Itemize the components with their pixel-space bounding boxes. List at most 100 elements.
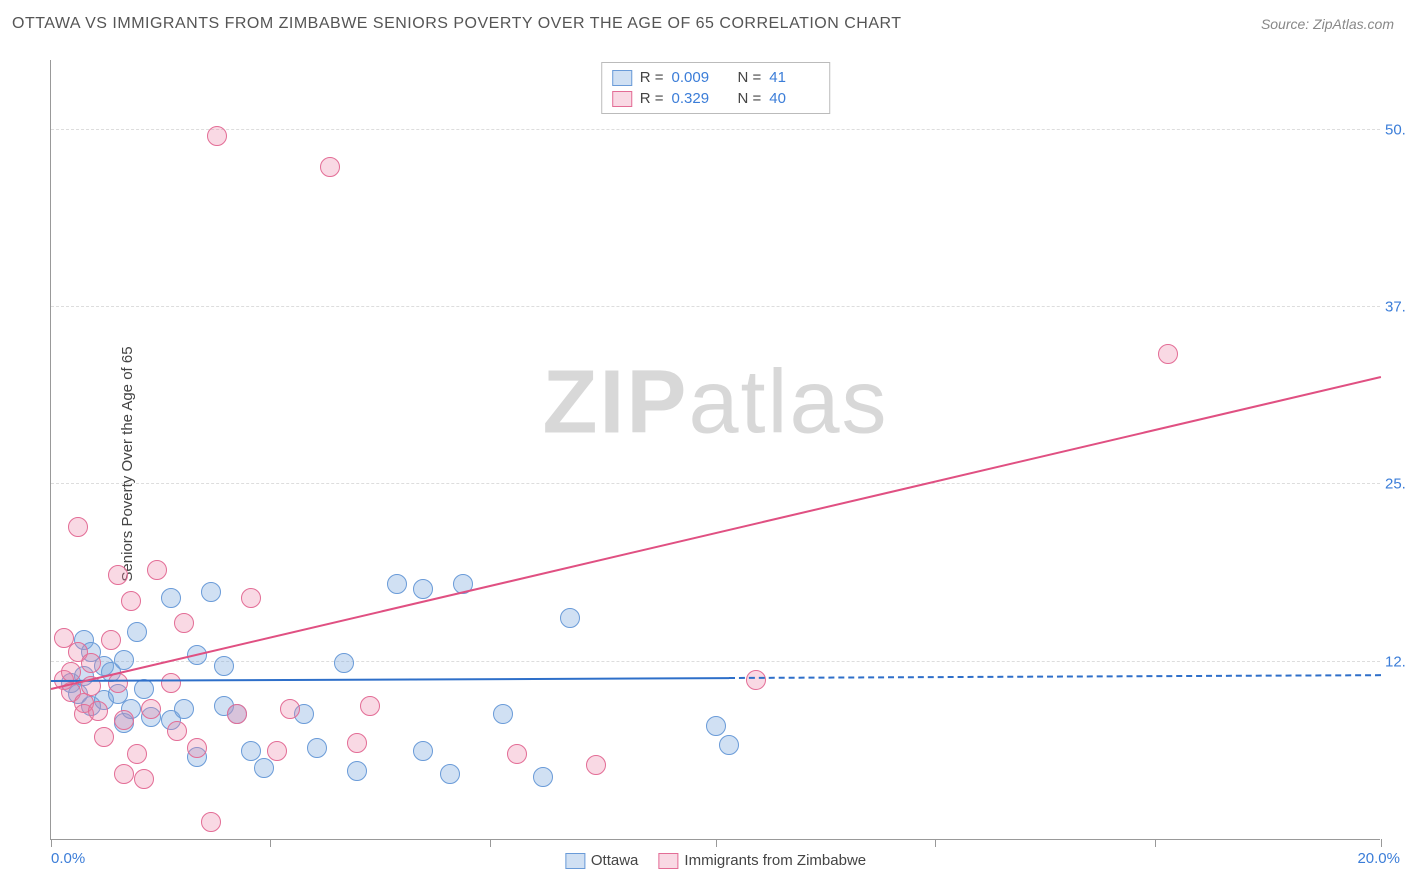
data-point: [187, 738, 207, 758]
x-tick-mark: [1381, 839, 1382, 847]
data-point: [507, 744, 527, 764]
data-point: [108, 565, 128, 585]
legend-swatch: [658, 853, 678, 869]
gridline-h: [51, 661, 1380, 662]
x-tick-mark: [490, 839, 491, 847]
correlation-legend: R = 0.009 N = 41 R = 0.329 N = 40: [601, 62, 831, 114]
data-point: [174, 613, 194, 633]
scatter-plot: ZIPatlas R =0.009N =41R =0.329N =40 Otta…: [50, 60, 1380, 840]
data-point: [413, 741, 433, 761]
legend-n-value: 41: [769, 69, 819, 86]
data-point: [706, 716, 726, 736]
data-point: [161, 673, 181, 693]
data-point: [134, 769, 154, 789]
data-point: [347, 761, 367, 781]
data-point: [94, 727, 114, 747]
data-point: [440, 764, 460, 784]
legend-n-value: 40: [769, 90, 819, 107]
data-point: [201, 582, 221, 602]
legend-row: R = 0.329 N = 40: [612, 88, 820, 109]
data-point: [207, 126, 227, 146]
watermark-b: atlas: [688, 352, 888, 452]
legend-row: R = 0.009 N = 41: [612, 67, 820, 88]
data-point: [147, 560, 167, 580]
x-tick-label-max: 20.0%: [1357, 850, 1400, 867]
legend-swatch: [612, 70, 632, 86]
y-tick-label: 12.5%: [1385, 653, 1406, 670]
trendline: [51, 376, 1381, 690]
data-point: [121, 591, 141, 611]
legend-series-label: Immigrants from Zimbabwe: [684, 852, 866, 869]
chart-title: OTTAWA VS IMMIGRANTS FROM ZIMBABWE SENIO…: [12, 15, 902, 33]
legend-swatch: [565, 853, 585, 869]
legend-item: Immigrants from Zimbabwe: [658, 852, 866, 869]
data-point: [114, 650, 134, 670]
trendline: [51, 677, 729, 682]
data-point: [134, 679, 154, 699]
data-point: [161, 588, 181, 608]
trendline: [729, 674, 1381, 679]
data-point: [214, 656, 234, 676]
watermark-a: ZIP: [542, 352, 688, 452]
gridline-h: [51, 306, 1380, 307]
watermark: ZIPatlas: [542, 351, 888, 454]
legend-series-label: Ottawa: [591, 852, 639, 869]
series-legend: Ottawa Immigrants from Zimbabwe: [565, 852, 866, 869]
data-point: [334, 653, 354, 673]
legend-n-label: N =: [738, 90, 762, 107]
data-point: [413, 579, 433, 599]
data-point: [719, 735, 739, 755]
data-point: [114, 764, 134, 784]
legend-r-value: 0.009: [672, 69, 722, 86]
data-point: [201, 812, 221, 832]
data-point: [280, 699, 300, 719]
data-point: [347, 733, 367, 753]
legend-r-value: 0.329: [672, 90, 722, 107]
data-point: [167, 721, 187, 741]
legend-swatch: [612, 91, 632, 107]
y-tick-label: 37.5%: [1385, 299, 1406, 316]
data-point: [1158, 344, 1178, 364]
x-tick-label-min: 0.0%: [51, 850, 85, 867]
header: OTTAWA VS IMMIGRANTS FROM ZIMBABWE SENIO…: [12, 10, 1394, 38]
data-point: [493, 704, 513, 724]
data-point: [101, 630, 121, 650]
source-attribution: Source: ZipAtlas.com: [1261, 16, 1394, 32]
data-point: [533, 767, 553, 787]
data-point: [254, 758, 274, 778]
data-point: [127, 622, 147, 642]
data-point: [141, 699, 161, 719]
x-tick-mark: [270, 839, 271, 847]
data-point: [227, 704, 247, 724]
y-tick-label: 50.0%: [1385, 121, 1406, 138]
x-tick-mark: [716, 839, 717, 847]
data-point: [241, 588, 261, 608]
data-point: [241, 741, 261, 761]
data-point: [746, 670, 766, 690]
data-point: [68, 517, 88, 537]
data-point: [127, 744, 147, 764]
data-point: [114, 710, 134, 730]
legend-r-label: R =: [640, 69, 664, 86]
data-point: [267, 741, 287, 761]
data-point: [360, 696, 380, 716]
legend-r-label: R =: [640, 90, 664, 107]
data-point: [307, 738, 327, 758]
data-point: [81, 653, 101, 673]
legend-item: Ottawa: [565, 852, 639, 869]
data-point: [88, 701, 108, 721]
legend-n-label: N =: [738, 69, 762, 86]
data-point: [586, 755, 606, 775]
data-point: [560, 608, 580, 628]
gridline-h: [51, 129, 1380, 130]
x-tick-mark: [935, 839, 936, 847]
data-point: [320, 157, 340, 177]
gridline-h: [51, 483, 1380, 484]
chart-container: Seniors Poverty Over the Age of 65 ZIPat…: [0, 40, 1406, 888]
data-point: [387, 574, 407, 594]
data-point: [61, 662, 81, 682]
x-tick-mark: [51, 839, 52, 847]
data-point: [174, 699, 194, 719]
x-tick-mark: [1155, 839, 1156, 847]
y-tick-label: 25.0%: [1385, 476, 1406, 493]
